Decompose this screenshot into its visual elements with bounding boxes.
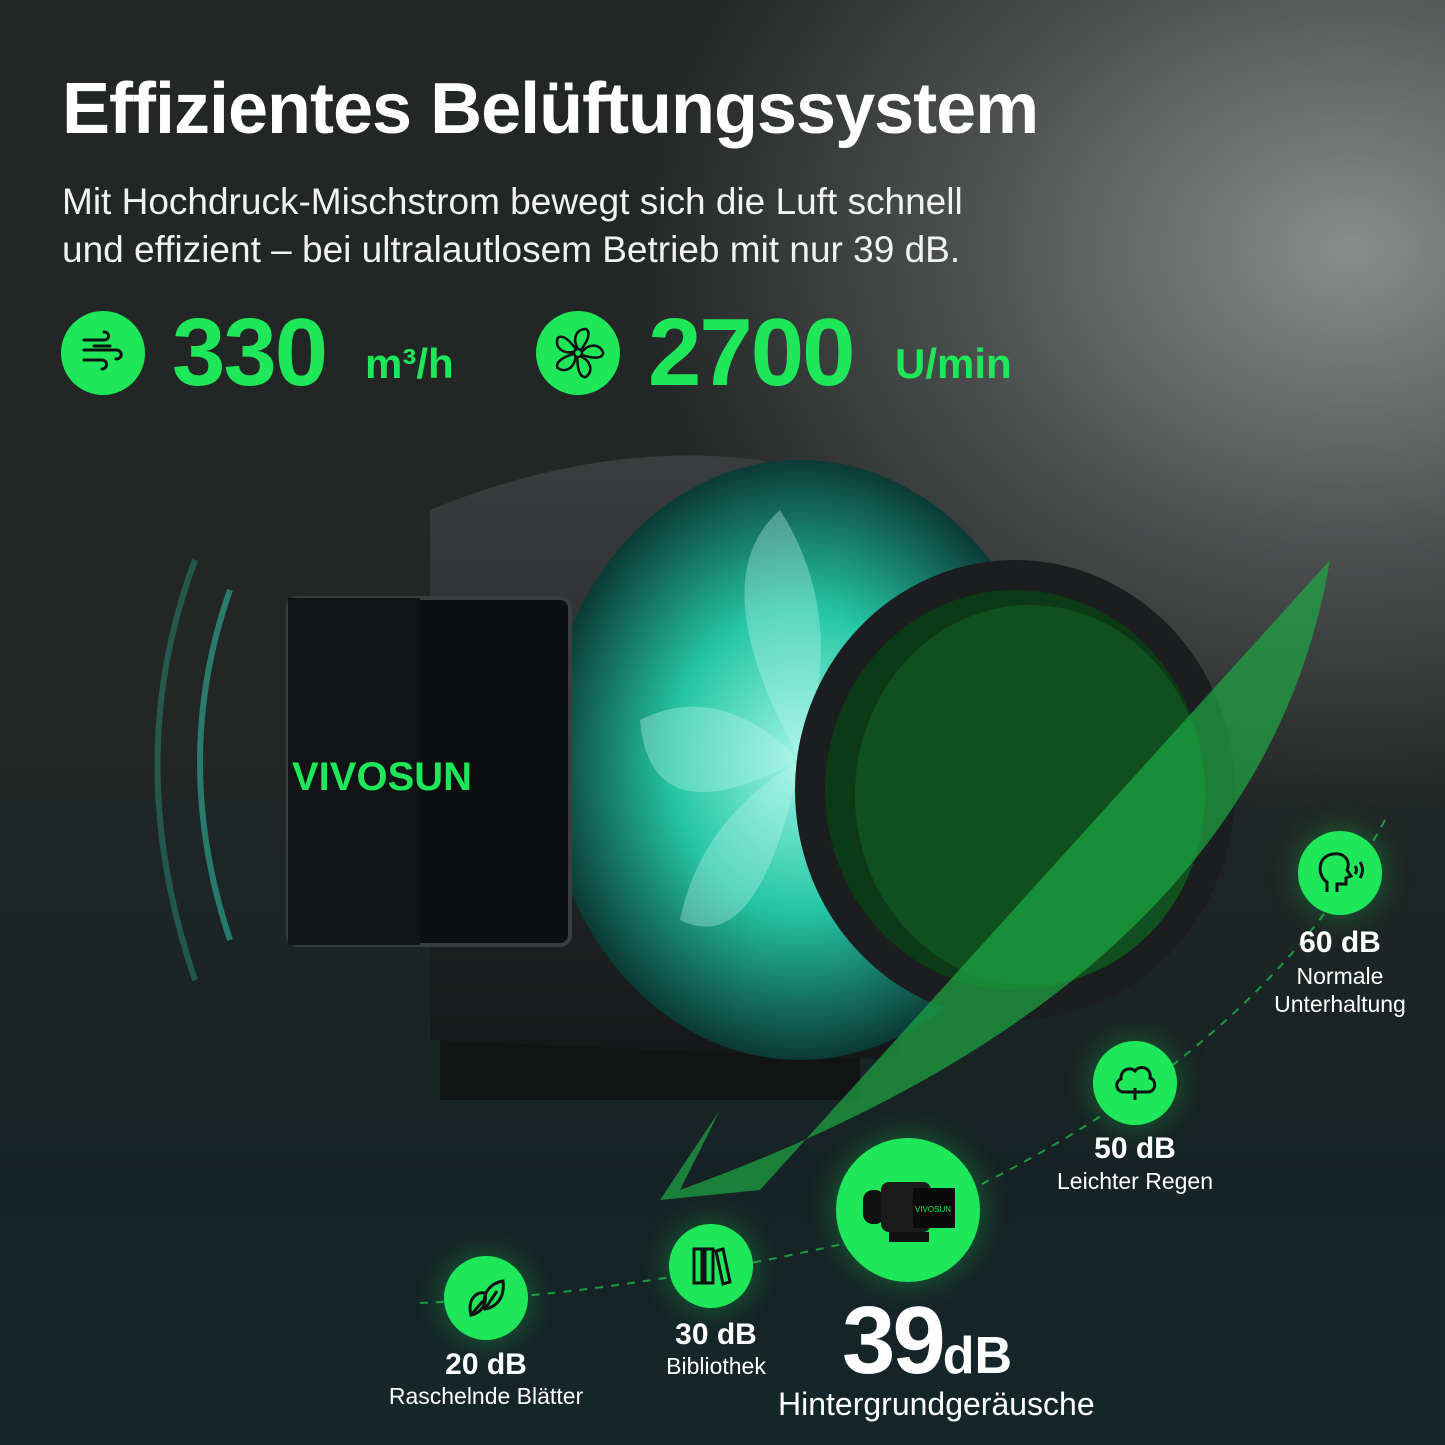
brand-logo: VIVOSUN: [292, 755, 472, 799]
svg-text:VIVOSUN: VIVOSUN: [915, 1205, 951, 1214]
airflow-value: 330: [172, 299, 328, 406]
noise-label: Leichter Regen: [1057, 1168, 1213, 1194]
noise-label-line: Unterhaltung: [1274, 991, 1406, 1017]
books-icon: [669, 1224, 753, 1308]
noise-value: 20 dB: [445, 1348, 527, 1381]
product-db-number: 39: [842, 1287, 946, 1394]
subtitle-line: Mit Hochdruck-Mischstrom bewegt sich die…: [62, 181, 963, 222]
noise-label: Bibliothek: [666, 1353, 766, 1379]
speaking-head-icon: [1298, 831, 1382, 915]
subtitle: Mit Hochdruck-Mischstrom bewegt sich die…: [62, 178, 963, 274]
noise-label: Raschelnde Blätter: [388, 1383, 584, 1409]
product-noise-value: 39dB: [842, 1286, 1012, 1396]
page-title: Effizientes Belüftungssystem: [62, 69, 1039, 149]
subtitle-line: und effizient – bei ultralautlosem Betri…: [62, 229, 961, 270]
product-db-unit: dB: [942, 1327, 1013, 1385]
cloud-rain-icon: [1093, 1041, 1177, 1125]
product-icon: VIVOSUN: [836, 1138, 980, 1282]
product-noise-label: Hintergrundgeräusche: [778, 1386, 1095, 1422]
noise-value: 50 dB: [1094, 1132, 1176, 1165]
noise-label-line: Normale: [1296, 963, 1384, 989]
leaf-icon: [444, 1256, 528, 1340]
fan-icon: [536, 311, 620, 395]
airflow-icon: [61, 311, 145, 395]
fan-product-image: VIVOSUN: [154, 455, 1386, 1220]
rpm-unit: U/min: [895, 340, 1012, 387]
airflow-unit: m³/h: [365, 340, 454, 387]
noise-value: 60 dB: [1299, 926, 1381, 959]
noise-value: 30 dB: [675, 1318, 757, 1351]
rpm-value: 2700: [648, 299, 856, 406]
noise-label: Normale Unterhaltung: [1225, 962, 1445, 1018]
